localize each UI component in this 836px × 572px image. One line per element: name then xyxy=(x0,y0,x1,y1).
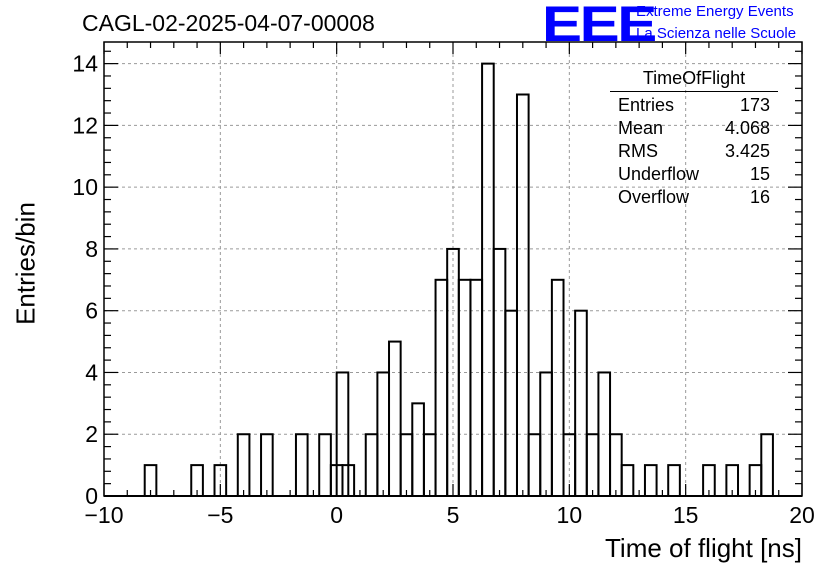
histogram-bin xyxy=(411,402,425,497)
y-tick-label: 10 xyxy=(72,174,98,200)
histogram-bin xyxy=(457,278,472,497)
stats-label: Entries xyxy=(618,95,675,115)
stats-row-mean: Mean 4.068 xyxy=(610,117,778,140)
chart-title: CAGL-02-2025-04-07-00008 xyxy=(82,10,375,36)
histogram-bin xyxy=(550,278,565,497)
stats-value: 16 xyxy=(749,187,770,207)
stats-row-rms: RMS 3.425 xyxy=(610,140,778,163)
y-tick-label: 8 xyxy=(85,236,98,262)
histogram-bin xyxy=(620,464,635,497)
y-tick-label: 6 xyxy=(85,298,98,324)
x-tick-label: 20 xyxy=(789,502,815,528)
histogram-bin xyxy=(422,433,437,497)
y-axis-label: Entries/bin xyxy=(10,202,41,325)
x-tick-label: 10 xyxy=(557,502,583,528)
histogram-bin xyxy=(399,433,414,497)
stats-row-entries: Entries 173 xyxy=(610,94,778,117)
x-tick-label: −5 xyxy=(207,502,233,528)
histogram-bin xyxy=(609,433,623,497)
x-tick-label: 0 xyxy=(330,502,343,528)
stats-value: 3.425 xyxy=(724,141,770,161)
histogram-bin xyxy=(481,62,495,497)
stats-label: RMS xyxy=(618,141,658,161)
histogram-bin xyxy=(388,340,402,497)
y-tick-label: 4 xyxy=(85,359,98,385)
histogram-bin xyxy=(318,433,332,497)
x-tick-label: −10 xyxy=(84,502,123,528)
stats-value: 173 xyxy=(739,95,770,115)
histogram-bin xyxy=(760,433,774,497)
stats-box-title: TimeOfFlight xyxy=(610,68,778,92)
histogram-bin xyxy=(504,309,518,497)
stats-row-underflow: Underflow 15 xyxy=(610,163,778,186)
x-axis-label: Time of flight [ns] xyxy=(605,533,802,563)
histogram-bin xyxy=(294,433,309,497)
y-tick-label: 14 xyxy=(72,51,98,77)
stats-label: Mean xyxy=(618,118,664,138)
x-tick-label: 15 xyxy=(673,502,699,528)
histogram-bin xyxy=(434,278,449,497)
histogram-bin xyxy=(667,464,681,497)
stats-box: TimeOfFlight Entries 173 Mean 4.068 RMS … xyxy=(610,68,778,209)
stats-label: Underflow xyxy=(618,164,700,184)
stats-value: 15 xyxy=(749,164,770,184)
histogram-bin xyxy=(260,433,274,497)
eee-logo: EEE xyxy=(542,0,657,52)
stats-label: Overflow xyxy=(618,187,690,207)
y-tick-label: 0 xyxy=(85,483,98,509)
histogram-bin xyxy=(364,433,379,497)
histogram-bin xyxy=(585,433,600,497)
x-tick-label: 5 xyxy=(447,502,460,528)
histogram-bin xyxy=(469,278,484,497)
histogram-bin xyxy=(515,93,530,498)
stats-row-overflow: Overflow 16 xyxy=(610,186,778,209)
logo-line-1: Extreme Energy Events xyxy=(636,3,794,20)
logo-line-2: La Scienza nelle Scuole xyxy=(636,25,797,42)
stats-value: 4.068 xyxy=(724,118,770,138)
histogram-bin xyxy=(527,433,542,497)
y-tick-label: 12 xyxy=(72,112,98,138)
y-tick-label: 2 xyxy=(85,421,98,447)
histogram-bin xyxy=(643,464,658,497)
histogram-bin xyxy=(236,433,251,497)
histogram-bin xyxy=(574,309,588,497)
